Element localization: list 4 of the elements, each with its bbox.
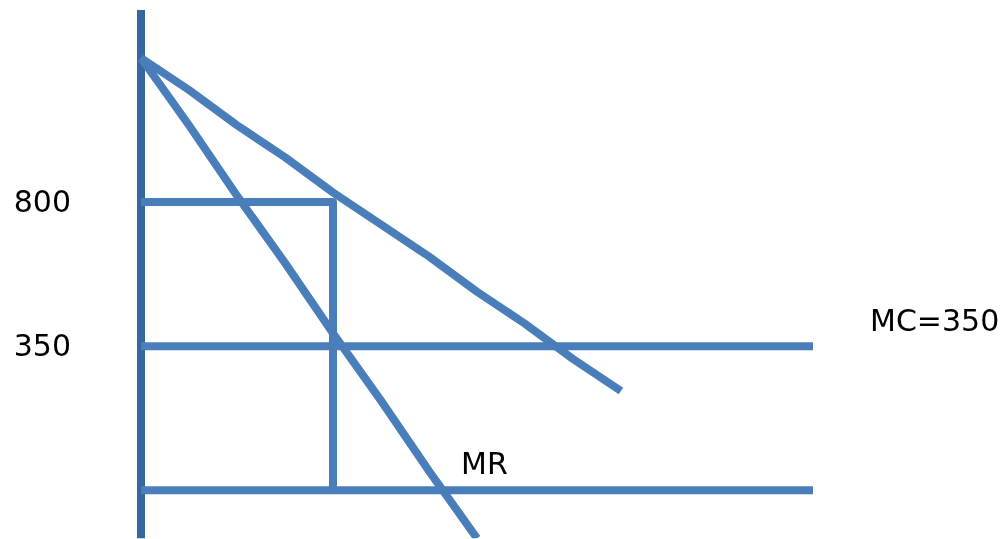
ref-line-label: MC=350	[870, 302, 1000, 338]
series-label: MR	[461, 445, 508, 481]
y-tick-label: 350	[13, 327, 71, 363]
y-tick-label: 800	[13, 183, 71, 219]
